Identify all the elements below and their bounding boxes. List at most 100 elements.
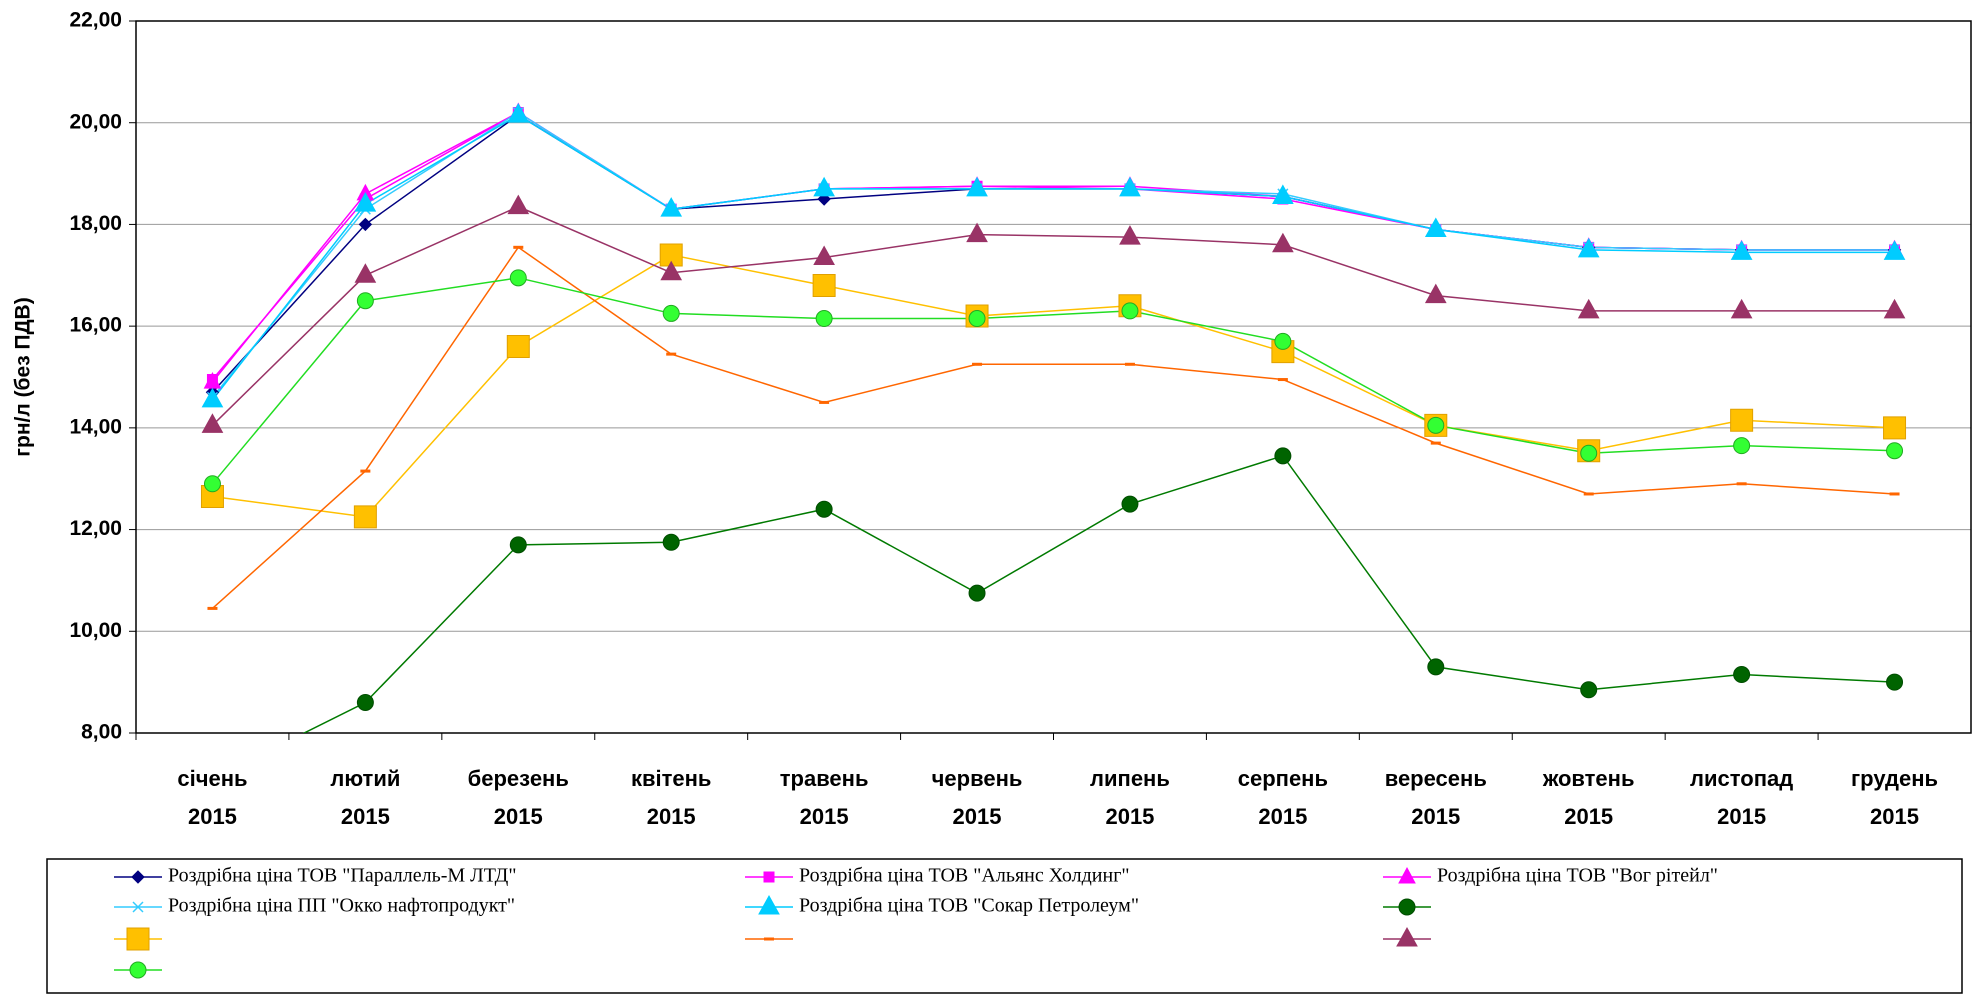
marker xyxy=(763,871,775,883)
marker xyxy=(1274,447,1292,465)
marker xyxy=(662,304,680,322)
y-tick-label: 22,00 xyxy=(69,9,122,32)
marker xyxy=(1272,184,1294,204)
marker xyxy=(1883,416,1907,440)
marker xyxy=(1424,283,1447,304)
legend-label: Роздрібна ціна ПП "Окко нафтопродукт" xyxy=(168,895,515,917)
marker xyxy=(353,505,377,529)
x-tick-label: листопад 2015 xyxy=(1690,766,1794,829)
y-tick-label: 8,00 xyxy=(81,721,122,744)
plot-frame xyxy=(135,20,1972,734)
series-line xyxy=(302,454,1895,733)
marker xyxy=(758,894,780,915)
marker xyxy=(662,533,680,551)
x-tick-label: березень 2015 xyxy=(467,766,569,829)
marker xyxy=(509,269,527,287)
marker xyxy=(1580,444,1598,462)
x-tick-label: червень 2015 xyxy=(931,766,1023,829)
y-tick-label: 10,00 xyxy=(69,619,122,642)
marker xyxy=(132,901,144,913)
marker xyxy=(358,217,373,232)
marker xyxy=(815,500,833,518)
marker xyxy=(660,197,683,217)
x-tick-label: квітень 2015 xyxy=(630,766,712,829)
marker xyxy=(1886,442,1904,460)
marker xyxy=(354,192,377,212)
x-tick-label: липень 2015 xyxy=(1090,766,1170,829)
x-tick-label: жовтень 2015 xyxy=(1542,766,1635,829)
legend-label: Роздрібна ціна ТОВ "Вог рітейл" xyxy=(1437,865,1718,887)
series-line xyxy=(211,205,1895,426)
marker xyxy=(659,243,683,267)
marker xyxy=(815,310,833,328)
marker xyxy=(966,176,988,197)
x-tick-label: грудень 2015 xyxy=(1851,766,1939,829)
marker xyxy=(1733,437,1751,455)
marker xyxy=(507,194,530,215)
y-tick-label: 18,00 xyxy=(69,212,122,235)
marker xyxy=(1580,681,1598,699)
marker xyxy=(509,536,527,554)
marker xyxy=(1733,666,1751,684)
marker xyxy=(1730,298,1753,319)
x-tick-label: січень 2015 xyxy=(177,766,248,829)
marker xyxy=(1119,225,1141,245)
y-axis-label: грн/л (без ПДВ) xyxy=(12,297,35,456)
marker xyxy=(356,292,374,310)
marker xyxy=(201,387,224,408)
y-tick-label: 12,00 xyxy=(69,517,122,540)
marker xyxy=(131,870,145,884)
marker xyxy=(129,961,147,979)
marker xyxy=(1577,298,1600,319)
marker-part xyxy=(132,901,144,913)
x-tick-label: серпень 2015 xyxy=(1237,766,1328,829)
y-tick-label: 20,00 xyxy=(69,110,122,133)
x-tick-label: лютий 2015 xyxy=(330,766,401,829)
marker xyxy=(1274,332,1292,350)
marker xyxy=(1427,658,1445,676)
marker xyxy=(968,310,986,328)
series-line xyxy=(211,111,1895,398)
marker xyxy=(506,334,530,358)
marker xyxy=(507,103,530,123)
x-tick-label: травень 2015 xyxy=(779,766,869,829)
marker xyxy=(1272,232,1294,253)
marker xyxy=(1398,866,1416,884)
y-tick-label: 14,00 xyxy=(69,415,122,438)
series-line xyxy=(211,114,1895,393)
marker xyxy=(354,263,377,283)
marker xyxy=(813,176,835,197)
marker xyxy=(1427,416,1445,434)
marker xyxy=(1577,237,1600,258)
marker xyxy=(1121,302,1139,320)
marker xyxy=(1886,673,1904,691)
plot-area xyxy=(200,102,1907,733)
marker xyxy=(1398,898,1416,916)
marker xyxy=(1883,298,1906,319)
marker xyxy=(1424,217,1447,238)
series-line xyxy=(211,277,1895,485)
marker xyxy=(968,584,986,602)
marker xyxy=(812,273,836,297)
marker xyxy=(1396,926,1418,947)
marker xyxy=(201,413,224,433)
marker xyxy=(813,245,835,265)
marker xyxy=(356,693,374,711)
marker xyxy=(1883,240,1906,260)
series-line xyxy=(211,114,1895,401)
marker xyxy=(660,260,683,281)
marker xyxy=(966,222,988,243)
series-line xyxy=(211,246,1895,609)
marker xyxy=(1121,495,1139,513)
legend-box xyxy=(46,858,1963,994)
marker xyxy=(1730,408,1754,432)
marker xyxy=(1730,240,1753,260)
x-tick-label: вересень 2015 xyxy=(1384,766,1487,829)
series-line xyxy=(212,254,1895,518)
y-tick-label: 16,00 xyxy=(69,314,122,337)
marker xyxy=(126,927,150,951)
legend-label: Роздрібна ціна ТОВ "Альянс Холдинг" xyxy=(799,865,1130,887)
marker xyxy=(1119,176,1141,197)
